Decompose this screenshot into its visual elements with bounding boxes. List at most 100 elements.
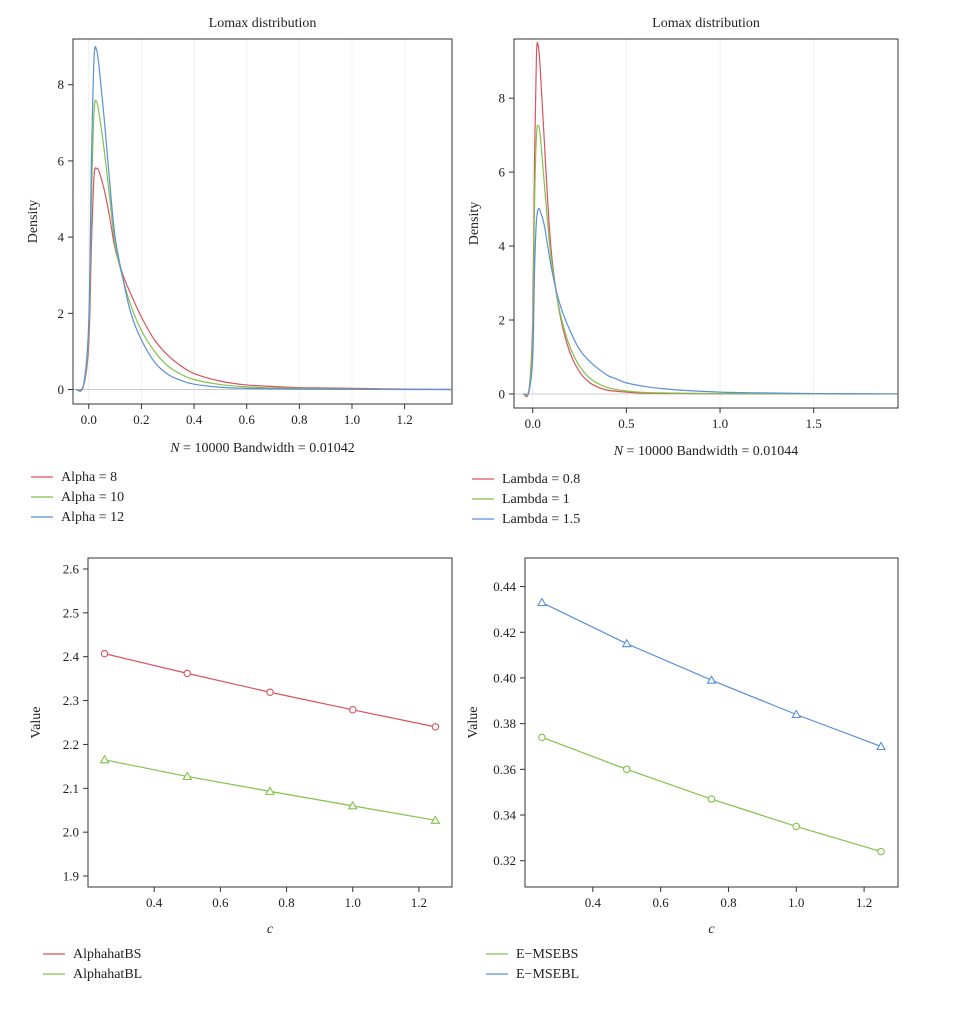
y-tick-label: 8 [499, 91, 506, 106]
series-line-Alpha-10 [75, 99, 453, 392]
data-point [876, 741, 886, 751]
x-tick-label: 0.8 [278, 895, 294, 910]
data-point [347, 800, 358, 810]
x-axis-label-rest: = 10000 Bandwidth = 0.01042 [180, 441, 355, 456]
chart-tl: 0.0 0.2 0.4 0.6 0.8 1.0 1.2 0 2 4 6 8 Lomax distribu… [26, 16, 453, 525]
series-line-Alpha-8 [75, 167, 453, 391]
x-tick-label: 1.2 [397, 412, 413, 427]
legend-label: Alpha = 8 [61, 470, 117, 485]
y-tick-label: 2.0 [63, 825, 79, 840]
data-point [707, 795, 716, 803]
x-tick-label: 0.6 [239, 412, 256, 427]
data-point [537, 597, 547, 607]
chart-title: Lomax distribution [652, 16, 760, 31]
y-tick-label: 0.40 [493, 670, 516, 685]
x-tick-label: 1.5 [806, 416, 822, 431]
y-tick-label: 0 [499, 386, 506, 401]
data-point [266, 688, 274, 696]
x-axis-label: N = 10000 Bandwidth = 0.01042 [169, 441, 355, 456]
x-axis-label: N = 10000 Bandwidth = 0.01044 [613, 444, 799, 459]
y-tick-label: 2 [58, 306, 65, 321]
data-point [100, 649, 109, 658]
y-tick-label: 2.2 [63, 737, 79, 752]
data-point [431, 723, 440, 731]
y-tick-label: 6 [58, 153, 65, 168]
x-axis-label: c [708, 922, 715, 937]
x-tick-label: 0.0 [81, 412, 97, 427]
chart-title: Lomax distribution [209, 16, 317, 31]
x-tick-label: 0.5 [618, 416, 634, 431]
x-tick-label: 0.8 [291, 412, 307, 427]
x-tick-label: 1.2 [856, 895, 872, 910]
legend-label: Alpha = 10 [61, 490, 124, 505]
x-tick-label: 0.4 [585, 895, 602, 910]
y-tick-label: 0.32 [493, 853, 516, 868]
y-axis-label: Density [467, 202, 482, 246]
y-axis-label: Value [466, 707, 481, 739]
y-tick-label: 1.9 [63, 869, 79, 884]
chart-tr: 0.0 0.5 1.0 1.5 0 2 4 6 8 Lomax distribution Densi… [467, 16, 899, 527]
x-tick-label: 1.0 [344, 412, 360, 427]
data-point [99, 754, 110, 764]
y-tick-label: 6 [499, 165, 506, 180]
x-tick-label: 0.6 [653, 895, 670, 910]
data-point [265, 786, 275, 795]
x-tick-label: 0.4 [146, 895, 163, 910]
data-point [622, 765, 631, 774]
data-point [706, 675, 717, 684]
legend-label: Lambda = 1 [502, 492, 570, 507]
y-axis-label: Value [29, 707, 44, 739]
series-line-Lambda-1-5 [523, 207, 899, 396]
plot-frame [87, 557, 453, 888]
y-axis-label: Density [26, 200, 41, 244]
legend-label: E−MSEBS [516, 947, 578, 962]
plot-frame [524, 557, 899, 888]
data-point [348, 706, 357, 714]
y-tick-label: 4 [58, 230, 65, 245]
y-tick-label: 0.38 [493, 716, 516, 731]
data-point [792, 822, 801, 831]
legend-label: AlphahatBS [73, 947, 141, 962]
data-point [430, 815, 441, 824]
data-point [183, 669, 192, 678]
x-axis-label-italic: c [708, 922, 715, 937]
x-tick-label: 0.8 [720, 895, 736, 910]
data-point [621, 638, 632, 648]
series-line-E-MSEBS [541, 736, 882, 853]
x-axis-label-rest: = 10000 Bandwidth = 0.01044 [623, 444, 798, 459]
series-line-Lambda-0-8 [522, 41, 898, 398]
chart-bl: 0.4 0.6 0.8 1.0 1.2 1.9 2.0 2.1 2.2 2.3 2.4 2.5 2.6 V… [29, 557, 453, 982]
x-tick-label: 1.0 [345, 895, 361, 910]
x-tick-label: 1.0 [712, 416, 728, 431]
series-line-Alpha-12 [75, 46, 453, 392]
x-axis-label: c [267, 922, 274, 937]
y-tick-label: 0.42 [493, 625, 516, 640]
plot-frame [513, 38, 899, 409]
data-point [538, 733, 546, 742]
legend-label: AlphahatBL [73, 967, 142, 982]
legend-label: Alpha = 12 [61, 510, 124, 525]
data-point [182, 771, 193, 781]
x-tick-label: 1.0 [788, 895, 804, 910]
y-tick-label: 0.36 [493, 762, 516, 777]
y-tick-label: 4 [499, 239, 506, 254]
series-line-E-MSEBL [541, 602, 882, 748]
x-axis-label-italic: c [267, 922, 274, 937]
y-tick-label: 2.5 [63, 605, 79, 620]
y-tick-label: 2.4 [63, 649, 80, 664]
y-tick-label: 2 [499, 313, 506, 328]
x-tick-label: 0.0 [525, 416, 541, 431]
x-tick-label: 0.6 [212, 895, 229, 910]
x-tick-label: 0.4 [186, 412, 203, 427]
y-tick-label: 0.44 [493, 579, 516, 594]
y-tick-label: 0 [58, 382, 65, 397]
x-tick-label: 1.2 [411, 895, 427, 910]
data-point [877, 847, 885, 856]
series-line-Lambda-1 [522, 124, 899, 397]
y-tick-label: 8 [58, 77, 65, 92]
y-tick-label: 2.3 [63, 693, 79, 708]
x-tick-label: 0.2 [133, 412, 149, 427]
x-axis-label-italic: N [613, 444, 624, 459]
plot-frame [72, 38, 453, 405]
